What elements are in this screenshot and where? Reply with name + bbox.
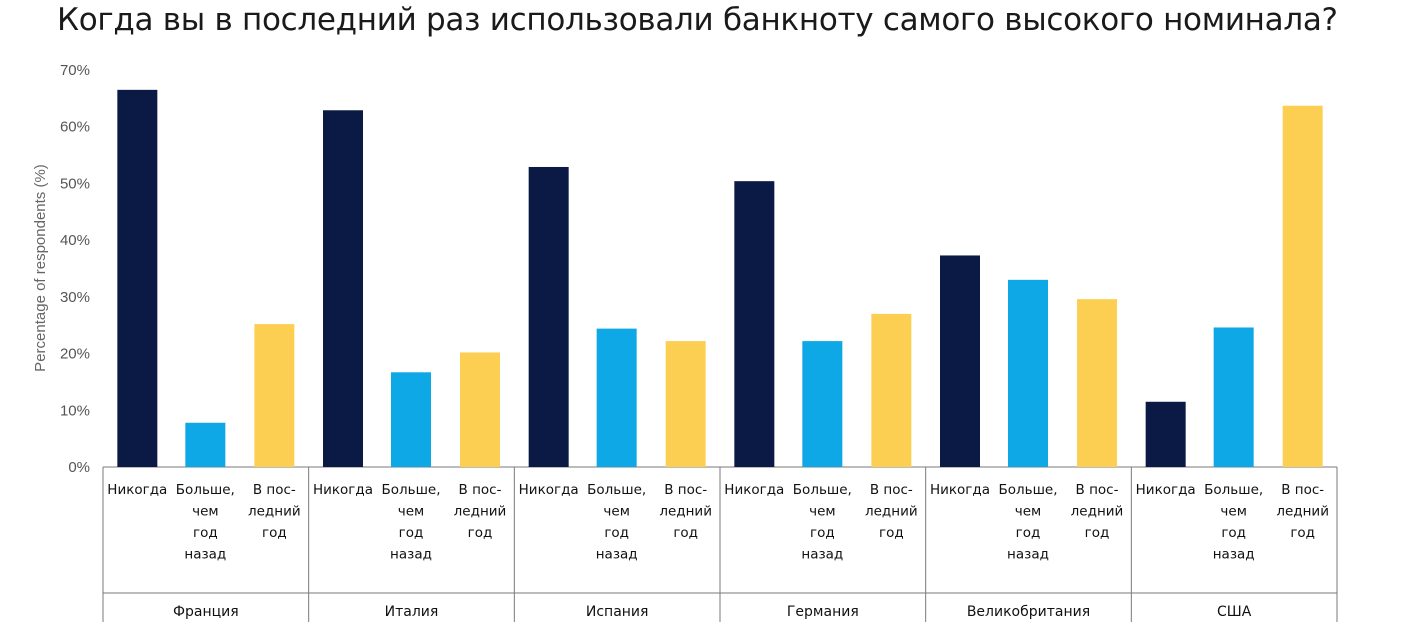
bar: [871, 313, 912, 467]
bar: [1282, 105, 1323, 467]
y-tick-label: 30%: [60, 289, 90, 306]
bar: [665, 341, 706, 467]
bar: [802, 341, 843, 467]
x-category-label: Больше, чем год назад: [587, 482, 646, 563]
y-tick-label: 50%: [60, 175, 90, 192]
x-category-label: В пос-ледний год: [865, 482, 918, 541]
x-category-label: Больше, чем год назад: [998, 482, 1057, 563]
group-label: Франция: [173, 604, 239, 620]
group-label: Испания: [586, 604, 649, 620]
x-category-label: Никогда: [107, 482, 167, 498]
group-label: Германия: [787, 604, 859, 620]
x-category-label: Никогда: [313, 482, 373, 498]
y-axis-label: Percentage of respondents (%): [32, 164, 49, 372]
x-category-label: Больше, чем год назад: [381, 482, 440, 563]
bar: [185, 422, 226, 467]
x-category-label: В пос-ледний год: [659, 482, 712, 541]
chart-title: Когда вы в последний раз использовали ба…: [57, 2, 1338, 38]
group-label: США: [1217, 604, 1252, 620]
x-category-label: Никогда: [1136, 482, 1196, 498]
x-category-label: В пос-ледний год: [1276, 482, 1329, 541]
x-category-label: В пос-ледний год: [454, 482, 507, 541]
x-category-label: Больше, чем год назад: [176, 482, 235, 563]
y-tick-label: 60%: [60, 119, 90, 136]
bar: [1077, 299, 1117, 467]
x-category-label: Никогда: [519, 482, 579, 498]
bar: [1213, 327, 1254, 467]
bar: [940, 255, 980, 467]
bar: [528, 166, 569, 467]
bar: [117, 89, 158, 467]
bar: [1008, 279, 1048, 467]
y-tick-label: 10%: [60, 402, 90, 419]
group-label: Италия: [385, 604, 439, 620]
x-category-label: Никогда: [930, 482, 990, 498]
bar: [1145, 401, 1186, 467]
bar: [734, 181, 775, 467]
y-tick-label: 0%: [68, 459, 90, 476]
bar: [323, 110, 363, 467]
bar: [391, 372, 431, 467]
x-category-label: В пос-ледний год: [1071, 482, 1124, 541]
bar: [596, 328, 637, 467]
x-category-label: Больше, чем год назад: [1204, 482, 1263, 563]
bar: [460, 352, 500, 467]
bar: [254, 324, 295, 467]
x-category-label: Больше, чем год назад: [793, 482, 852, 563]
y-tick-label: 20%: [60, 346, 90, 363]
y-tick-label: 70%: [60, 62, 90, 79]
group-label: Великобритания: [967, 604, 1090, 620]
x-category-label: В пос-ледний год: [248, 482, 301, 541]
x-category-label: Никогда: [724, 482, 784, 498]
y-tick-label: 40%: [60, 232, 90, 249]
